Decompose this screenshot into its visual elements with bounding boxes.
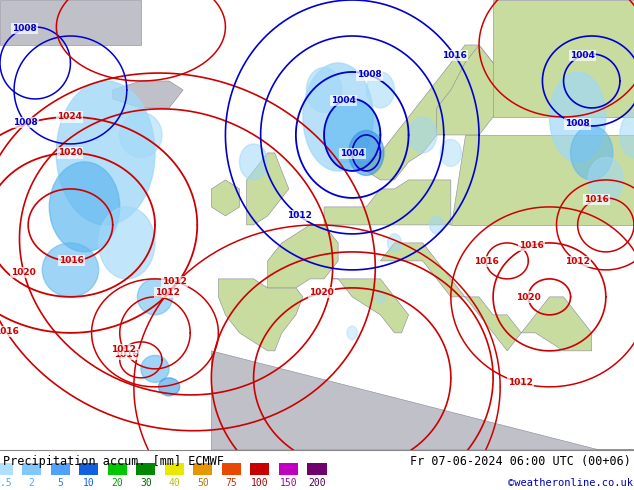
Text: 40: 40 bbox=[169, 478, 180, 488]
Text: 1008: 1008 bbox=[565, 120, 590, 128]
Ellipse shape bbox=[306, 68, 342, 112]
Ellipse shape bbox=[324, 99, 380, 171]
Ellipse shape bbox=[240, 144, 268, 180]
Ellipse shape bbox=[440, 140, 462, 167]
Ellipse shape bbox=[408, 117, 437, 153]
Polygon shape bbox=[268, 225, 338, 288]
Bar bbox=[250, 464, 269, 475]
Text: 1016: 1016 bbox=[519, 241, 544, 250]
Ellipse shape bbox=[141, 355, 169, 382]
Text: 5: 5 bbox=[57, 478, 63, 488]
Text: 1020: 1020 bbox=[58, 148, 82, 157]
Ellipse shape bbox=[99, 207, 155, 279]
Ellipse shape bbox=[387, 234, 401, 252]
Text: 200: 200 bbox=[308, 478, 326, 488]
Text: 1012: 1012 bbox=[162, 277, 187, 286]
Ellipse shape bbox=[347, 326, 358, 340]
Bar bbox=[165, 464, 184, 475]
Ellipse shape bbox=[620, 113, 634, 157]
Text: 1020: 1020 bbox=[309, 288, 333, 297]
Polygon shape bbox=[218, 279, 303, 351]
Text: 1024: 1024 bbox=[57, 112, 82, 122]
Ellipse shape bbox=[49, 162, 120, 252]
Text: 1012: 1012 bbox=[155, 288, 180, 297]
Text: 1004: 1004 bbox=[331, 97, 356, 105]
Text: 1008: 1008 bbox=[12, 24, 37, 33]
Text: 2: 2 bbox=[29, 478, 35, 488]
Text: 20: 20 bbox=[112, 478, 123, 488]
Text: 1016: 1016 bbox=[114, 350, 139, 359]
Text: 150: 150 bbox=[280, 478, 297, 488]
Ellipse shape bbox=[430, 216, 444, 234]
Ellipse shape bbox=[375, 290, 385, 304]
Polygon shape bbox=[211, 351, 634, 450]
Ellipse shape bbox=[571, 126, 613, 180]
Ellipse shape bbox=[56, 81, 155, 225]
Text: 1008: 1008 bbox=[13, 118, 37, 127]
Bar bbox=[51, 464, 70, 475]
Bar bbox=[193, 464, 212, 475]
Text: 50: 50 bbox=[197, 478, 209, 488]
Polygon shape bbox=[211, 180, 240, 216]
Bar bbox=[279, 464, 298, 475]
Ellipse shape bbox=[588, 157, 623, 202]
Text: 1016: 1016 bbox=[59, 256, 84, 266]
Polygon shape bbox=[338, 45, 493, 180]
Text: 1016: 1016 bbox=[474, 257, 498, 266]
Text: 1012: 1012 bbox=[287, 211, 312, 220]
Text: 1012: 1012 bbox=[508, 378, 533, 387]
Text: 0.5: 0.5 bbox=[0, 478, 12, 488]
Text: 75: 75 bbox=[226, 478, 237, 488]
Bar bbox=[0, 464, 13, 475]
Ellipse shape bbox=[550, 72, 606, 162]
Text: 10: 10 bbox=[83, 478, 94, 488]
Text: 1012: 1012 bbox=[111, 345, 136, 354]
Bar bbox=[22, 464, 41, 475]
Polygon shape bbox=[247, 153, 289, 225]
Text: 1004: 1004 bbox=[571, 51, 595, 60]
Text: Precipitation accum. [mm] ECMWF: Precipitation accum. [mm] ECMWF bbox=[3, 455, 224, 467]
Polygon shape bbox=[493, 0, 634, 117]
Text: 1016: 1016 bbox=[442, 51, 467, 60]
Ellipse shape bbox=[138, 279, 172, 315]
Bar bbox=[136, 464, 155, 475]
Ellipse shape bbox=[120, 113, 162, 157]
Polygon shape bbox=[451, 135, 634, 225]
Ellipse shape bbox=[158, 378, 179, 396]
Polygon shape bbox=[331, 279, 408, 333]
Text: 30: 30 bbox=[140, 478, 152, 488]
Text: 1008: 1008 bbox=[357, 71, 382, 79]
Polygon shape bbox=[0, 0, 141, 45]
Bar bbox=[222, 464, 241, 475]
Bar bbox=[307, 464, 327, 475]
Polygon shape bbox=[324, 180, 451, 225]
Bar bbox=[108, 464, 127, 475]
Text: 1012: 1012 bbox=[565, 257, 590, 266]
Text: 1016: 1016 bbox=[0, 327, 18, 336]
Ellipse shape bbox=[349, 130, 384, 175]
Ellipse shape bbox=[42, 243, 99, 297]
Text: 1020: 1020 bbox=[11, 268, 36, 277]
Text: 1016: 1016 bbox=[585, 195, 609, 204]
Ellipse shape bbox=[303, 63, 373, 171]
Ellipse shape bbox=[366, 72, 394, 108]
Text: 100: 100 bbox=[251, 478, 269, 488]
Polygon shape bbox=[113, 81, 183, 108]
Text: 1004: 1004 bbox=[340, 148, 365, 158]
Text: 1020: 1020 bbox=[516, 293, 541, 301]
Text: Fr 07-06-2024 06:00 UTC (00+06): Fr 07-06-2024 06:00 UTC (00+06) bbox=[410, 455, 631, 467]
Text: ©weatheronline.co.uk: ©weatheronline.co.uk bbox=[508, 478, 633, 488]
Polygon shape bbox=[380, 243, 592, 351]
Bar bbox=[79, 464, 98, 475]
Polygon shape bbox=[437, 45, 507, 135]
